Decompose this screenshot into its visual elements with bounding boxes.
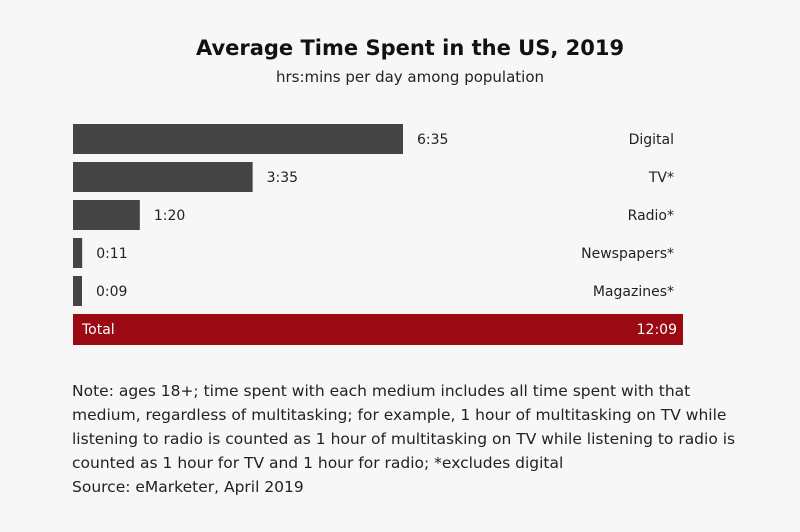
- chart-title: Average Time Spent in the US, 2019: [195, 36, 625, 60]
- total-value-label: 12:09: [637, 322, 677, 338]
- chart-notes: Note: ages 18+; time spent with each med…: [72, 379, 762, 499]
- chart-subtitle: hrs:mins per day among population: [275, 68, 545, 86]
- total-label: Total: [81, 322, 115, 338]
- bar-value-label: 3:35: [267, 170, 298, 186]
- category-label: TV*: [648, 170, 674, 186]
- bar: [73, 276, 82, 306]
- bar: [73, 238, 83, 268]
- category-label: Radio*: [628, 208, 674, 224]
- note-text: Note: ages 18+; time spent with each med…: [72, 382, 736, 472]
- bar-value-label: 6:35: [417, 132, 448, 148]
- source-text: Source: eMarketer, April 2019: [72, 478, 304, 496]
- bar-value-label: 1:20: [154, 208, 185, 224]
- category-label: Magazines*: [593, 284, 674, 300]
- bar-chart: 6:35 Digital 3:35 TV* 1:20 Radio* 0:11 Newspape…: [73, 124, 683, 345]
- category-label: Newspapers*: [581, 246, 674, 262]
- total-bar: [73, 314, 683, 345]
- bar: [73, 200, 140, 230]
- bar: [73, 124, 403, 154]
- category-label: Digital: [629, 132, 674, 148]
- bar-value-label: 0:11: [96, 246, 127, 262]
- bar: [73, 162, 253, 192]
- bar-value-label: 0:09: [96, 284, 127, 300]
